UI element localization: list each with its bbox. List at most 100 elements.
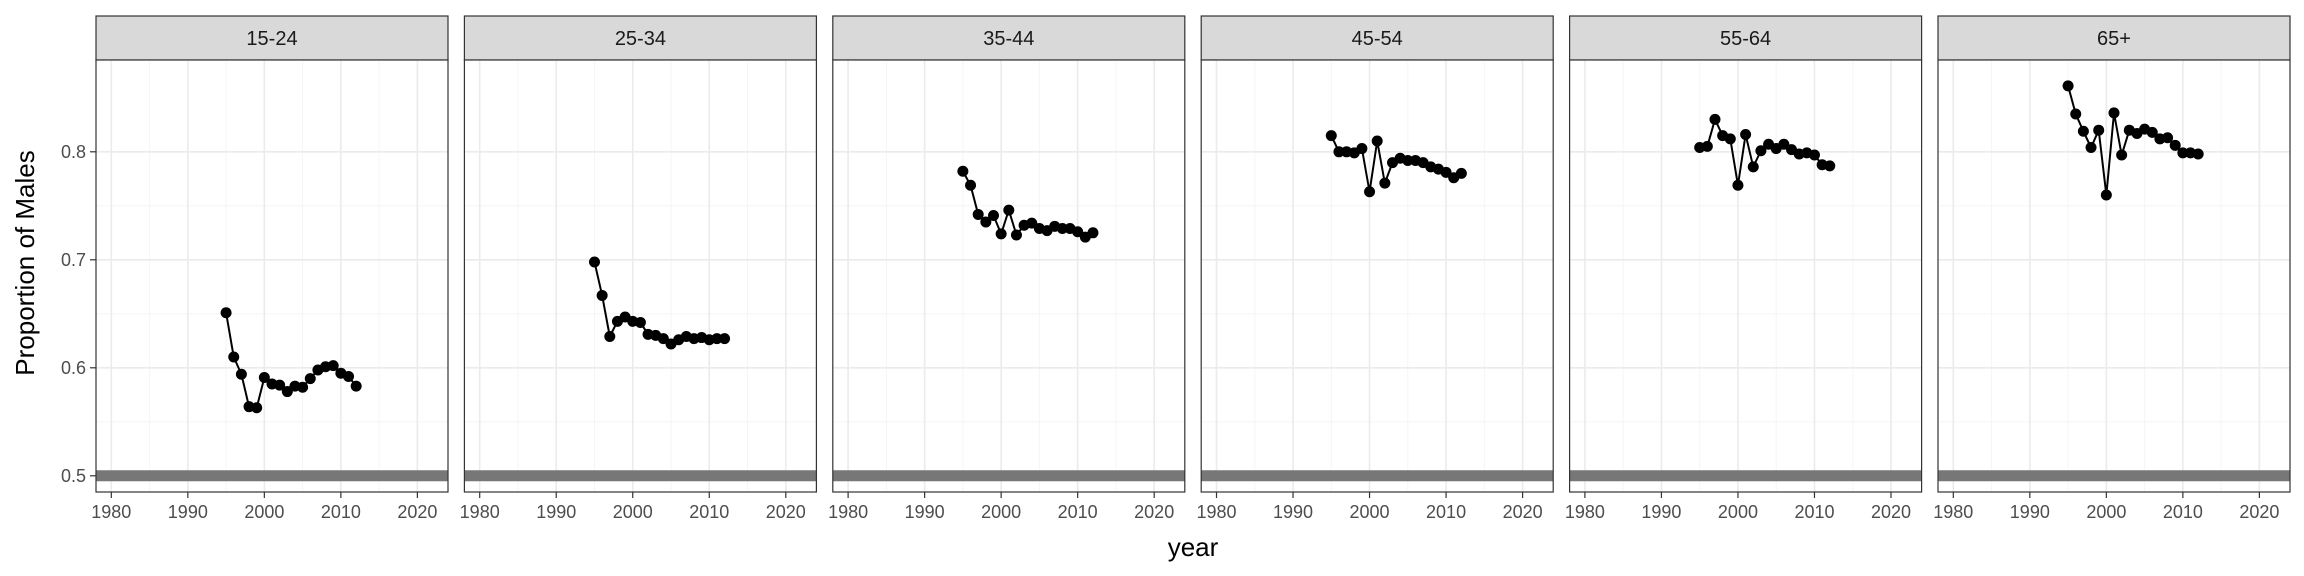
- facet-strip-label: 35-44: [983, 28, 1034, 50]
- data-point: [2146, 126, 2158, 138]
- x-axis-title: year: [1168, 532, 1219, 562]
- data-point: [604, 330, 616, 342]
- data-point: [258, 372, 270, 384]
- data-point: [1724, 133, 1736, 145]
- data-point: [1003, 204, 1015, 216]
- data-point: [995, 228, 1007, 240]
- facet-panel-25-34: 25-34 1980 1990 2000 2010 2020: [460, 15, 817, 522]
- facet-strip-label: 25-34: [615, 28, 666, 50]
- data-point: [2177, 147, 2189, 159]
- panel-border: [1200, 59, 1554, 493]
- data-point: [1371, 135, 1383, 147]
- facet-strip: [95, 15, 449, 61]
- x-tick-label: 1980: [460, 502, 500, 522]
- data-point: [980, 216, 992, 228]
- data-point: [235, 368, 247, 380]
- data-point: [2192, 148, 2204, 160]
- data-point: [1325, 130, 1337, 142]
- data-point: [719, 333, 731, 345]
- panel-background: [832, 60, 1185, 492]
- data-point: [304, 373, 316, 385]
- data-point: [2093, 124, 2105, 136]
- y-tick-label: 0.6: [61, 358, 86, 378]
- data-point: [1747, 161, 1759, 173]
- panel-border: [1937, 59, 2291, 493]
- data-point: [228, 351, 240, 363]
- data-point: [297, 381, 309, 393]
- data-point: [957, 165, 969, 177]
- facet-panel-15-24: 15-24 1980 1990 2000 2010 2020: [91, 15, 449, 522]
- facet-strip: [1200, 15, 1554, 61]
- data-point: [1010, 229, 1022, 241]
- panel-border: [1568, 59, 1923, 493]
- y-tick-label: 0.5: [61, 466, 86, 486]
- data-point: [2116, 149, 2128, 161]
- data-point: [2162, 132, 2174, 144]
- facet-panel-65+: 65+ 1980 1990 2000 2010 2020: [1933, 15, 2291, 522]
- x-tick-label: 1980: [91, 502, 131, 522]
- facet-strip: [1937, 15, 2291, 61]
- x-tick-label: 2000: [981, 502, 1021, 522]
- y-axis-title: Proportion of Males: [10, 150, 40, 375]
- data-point: [1356, 143, 1368, 155]
- data-point: [1072, 226, 1084, 238]
- x-tick-label: 1990: [1641, 502, 1681, 522]
- data-point: [1026, 217, 1038, 229]
- data-point: [350, 380, 362, 392]
- panel-border: [832, 59, 1186, 493]
- data-point: [1364, 186, 1376, 198]
- facet-panel-55-64: 55-64 1980 1990 2000 2010 2020: [1565, 15, 1923, 522]
- data-point: [1709, 113, 1721, 125]
- data-point: [1824, 160, 1836, 172]
- data-point: [2108, 107, 2120, 119]
- x-tick-label: 1990: [1273, 502, 1313, 522]
- x-tick-label: 2010: [1426, 502, 1466, 522]
- x-tick-label: 2010: [321, 502, 361, 522]
- x-tick-label: 2000: [1350, 502, 1390, 522]
- data-point: [327, 360, 339, 372]
- data-point: [634, 316, 646, 328]
- data-point: [2062, 80, 2074, 92]
- panel-background: [1569, 60, 1922, 492]
- x-tick-label: 2010: [1058, 502, 1098, 522]
- panel-border: [95, 59, 449, 493]
- x-tick-label: 2020: [1503, 502, 1543, 522]
- x-tick-label: 2000: [613, 502, 653, 522]
- data-point: [657, 333, 669, 345]
- facet-strip: [463, 15, 817, 61]
- x-tick-label: 1990: [905, 502, 945, 522]
- data-point: [1701, 140, 1713, 152]
- panel-background: [1201, 60, 1554, 492]
- facet-strip-label: 15-24: [246, 28, 297, 50]
- x-tick-label: 1990: [536, 502, 576, 522]
- x-tick-label: 2020: [1134, 502, 1174, 522]
- x-tick-label: 2010: [1794, 502, 1834, 522]
- facet-strip-label: 65+: [2097, 28, 2131, 50]
- data-point: [965, 179, 977, 191]
- x-tick-label: 2010: [689, 502, 729, 522]
- facet-strip: [832, 15, 1186, 61]
- facet-strip-label: 45-54: [1352, 28, 1403, 50]
- x-tick-label: 2010: [2163, 502, 2203, 522]
- panel-background: [1938, 60, 2290, 492]
- x-tick-label: 1980: [1196, 502, 1236, 522]
- data-point: [596, 289, 608, 301]
- data-point: [1333, 146, 1345, 158]
- panel-background: [96, 60, 448, 492]
- facet-strip: [1568, 15, 1923, 61]
- data-point: [972, 208, 984, 220]
- data-point: [1455, 167, 1467, 179]
- x-tick-label: 2000: [2086, 502, 2126, 522]
- data-point: [1740, 129, 1752, 141]
- x-tick-label: 1990: [168, 502, 208, 522]
- x-tick-label: 2020: [766, 502, 806, 522]
- data-point: [251, 402, 263, 414]
- data-point: [1808, 149, 1820, 161]
- x-tick-label: 2020: [1871, 502, 1911, 522]
- data-point: [2077, 125, 2089, 137]
- data-point: [711, 333, 723, 345]
- data-point: [2070, 108, 2082, 120]
- y-axis: 0.5 0.6 0.7 0.8: [61, 142, 96, 486]
- data-point: [588, 256, 600, 268]
- data-point: [1755, 145, 1767, 157]
